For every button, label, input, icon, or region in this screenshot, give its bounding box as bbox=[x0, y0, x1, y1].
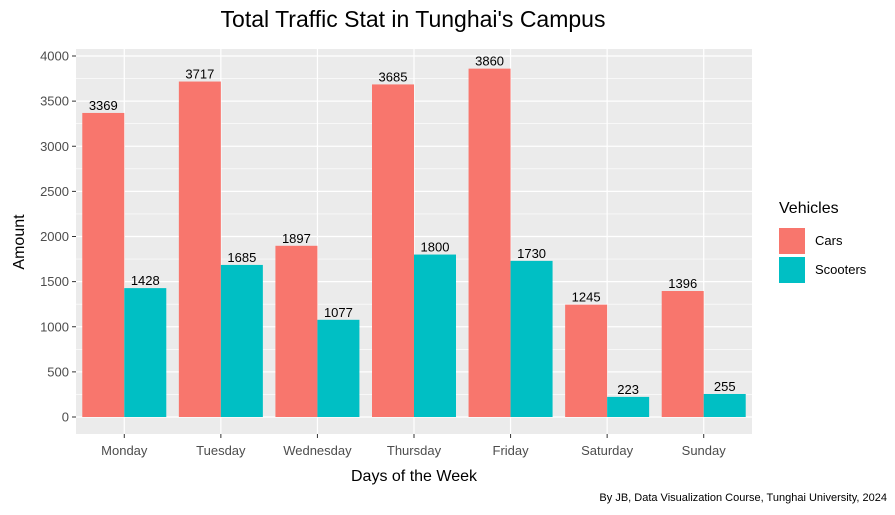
y-axis: 0 500 1000 1500 2000 2500 3000 3500 4000 bbox=[40, 49, 76, 425]
bar-scooters-saturday bbox=[607, 396, 650, 417]
data-label-cars-saturday: 1245 bbox=[572, 290, 601, 305]
y-tick-label: 4000 bbox=[40, 49, 69, 64]
data-label-scooters-tuesday: 1685 bbox=[227, 250, 256, 265]
bar-scooters-tuesday bbox=[220, 264, 263, 417]
bars-group bbox=[82, 68, 746, 418]
data-label-scooters-thursday: 1800 bbox=[421, 240, 450, 255]
data-label-scooters-wednesday: 1077 bbox=[324, 305, 353, 320]
data-label-cars-friday: 3860 bbox=[475, 54, 504, 69]
data-label-scooters-saturday: 223 bbox=[617, 382, 639, 397]
data-label-cars-monday: 3369 bbox=[89, 98, 118, 113]
bar-cars-monday bbox=[82, 112, 125, 417]
x-tick-label: Friday bbox=[493, 443, 530, 458]
bar-scooters-thursday bbox=[414, 254, 456, 417]
legend-item-scooters: Scooters bbox=[779, 255, 866, 284]
bar-cars-wednesday bbox=[275, 245, 318, 417]
y-tick-label: 3000 bbox=[40, 139, 69, 154]
y-axis-title: Amount bbox=[11, 214, 28, 270]
x-tick-label: Wednesday bbox=[283, 443, 352, 458]
data-label-cars-sunday: 1396 bbox=[668, 276, 697, 291]
y-tick-label: 1500 bbox=[40, 274, 69, 289]
data-label-scooters-friday: 1730 bbox=[517, 246, 546, 261]
x-axis-title: Days of the Week bbox=[351, 468, 478, 485]
legend-key-scooters bbox=[779, 256, 805, 283]
bar-cars-sunday bbox=[661, 291, 704, 417]
bar-scooters-wednesday bbox=[317, 319, 360, 417]
y-tick-label: 3500 bbox=[40, 94, 69, 109]
bar-scooters-monday bbox=[124, 288, 167, 417]
data-labels: 3369 3717 1897 3685 3860 1245 1396 1428 1685 1077… bbox=[89, 54, 736, 397]
chart-title: Total Traffic Stat in Tunghai's Campus bbox=[220, 6, 606, 32]
legend-key-cars bbox=[779, 227, 805, 254]
data-label-scooters-monday: 1428 bbox=[131, 273, 160, 288]
x-tick-label: Saturday bbox=[581, 443, 634, 458]
legend-title: Vehicles bbox=[779, 200, 839, 217]
data-label-scooters-sunday: 255 bbox=[714, 379, 736, 394]
legend-label-cars: Cars bbox=[815, 233, 843, 248]
y-tick-label: 500 bbox=[47, 364, 69, 379]
chart-caption: By JB, Data Visualization Course, Tungha… bbox=[599, 492, 887, 504]
x-axis: Monday Tuesday Wednesday Thursday Friday Satu… bbox=[101, 434, 726, 458]
data-label-cars-tuesday: 3717 bbox=[185, 67, 214, 82]
data-label-cars-wednesday: 1897 bbox=[282, 231, 311, 246]
x-tick-label: Tuesday bbox=[196, 443, 246, 458]
legend-label-scooters: Scooters bbox=[815, 262, 867, 277]
y-tick-label: 2000 bbox=[40, 229, 69, 244]
bar-cars-friday bbox=[468, 68, 511, 417]
y-tick-label: 2500 bbox=[40, 184, 69, 199]
x-tick-label: Monday bbox=[101, 443, 148, 458]
legend-item-cars: Cars bbox=[779, 226, 866, 255]
bar-cars-thursday bbox=[372, 84, 414, 418]
bar-cars-saturday bbox=[565, 304, 608, 417]
x-tick-label: Thursday bbox=[387, 443, 442, 458]
bar-scooters-sunday bbox=[703, 393, 746, 417]
x-tick-label: Sunday bbox=[682, 443, 727, 458]
y-tick-label: 1000 bbox=[40, 319, 69, 334]
data-label-cars-thursday: 3685 bbox=[379, 69, 408, 84]
bar-scooters-friday bbox=[510, 260, 553, 417]
y-tick-label: 0 bbox=[62, 410, 69, 425]
bar-cars-tuesday bbox=[178, 81, 221, 418]
legend: Vehicles Cars Scooters bbox=[779, 200, 866, 284]
